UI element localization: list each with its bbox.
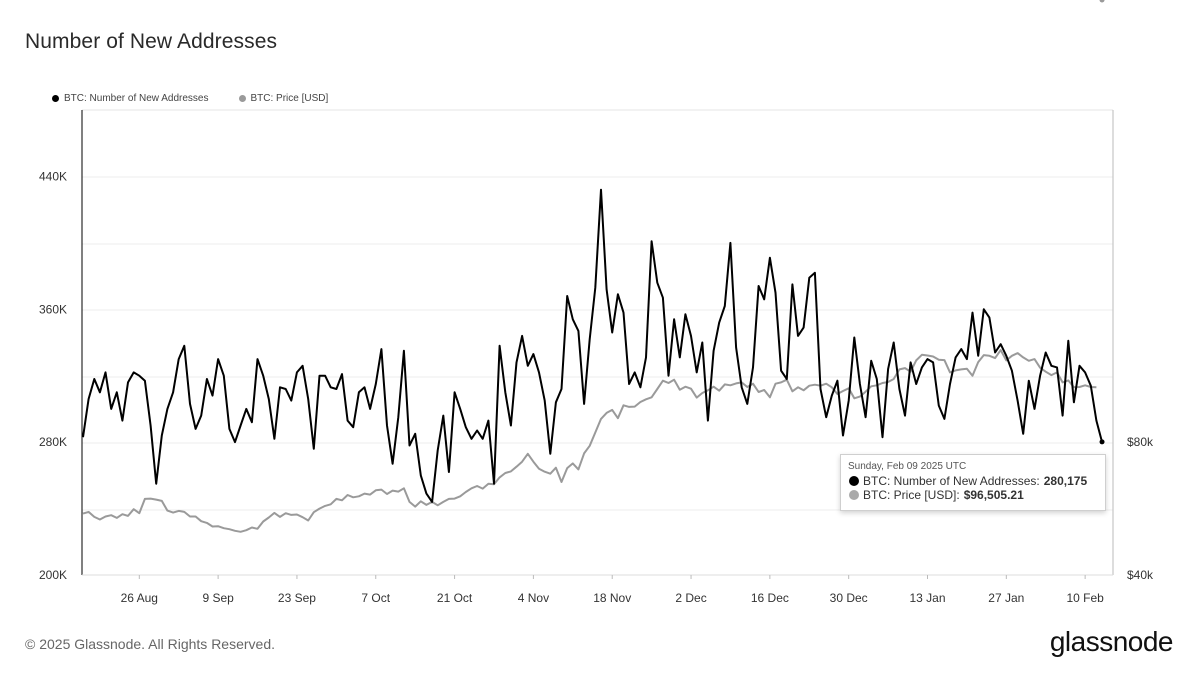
tooltip-row-addresses: BTC: Number of New Addresses: 280,175 <box>849 474 1087 488</box>
hover-marker <box>1099 0 1105 445</box>
brand-logo[interactable]: glassnode <box>1049 626 1174 657</box>
footer-copyright: © 2025 Glassnode. All Rights Reserved. <box>25 636 276 652</box>
y-left-tick-label: 200K <box>39 568 67 582</box>
x-tick-label: 26 Aug <box>121 591 158 605</box>
chart-legend: BTC: Number of New Addresses BTC: Price … <box>52 93 328 104</box>
x-tick-label: 30 Dec <box>830 591 868 605</box>
chart-axes <box>81 109 1114 576</box>
x-tick-label: 16 Dec <box>751 591 789 605</box>
x-tick-label: 4 Nov <box>518 591 549 605</box>
y-right-tick-label: $40k <box>1127 568 1154 582</box>
x-tick-label: 7 Oct <box>361 591 390 605</box>
price-series-line[interactable] <box>82 349 1097 533</box>
legend-item-price[interactable]: BTC: Price [USD] <box>238 93 329 104</box>
x-tick-label: 10 Feb <box>1066 591 1104 605</box>
chart-area[interactable]: 200K 280K 360K 440K $40k $80k 26 Aug 9 Sep 23 Se… <box>0 0 1199 620</box>
legend-dot-addresses-icon <box>52 95 59 102</box>
y-left-tick-label: 360K <box>39 302 67 316</box>
tooltip-date: Sunday, Feb 09 2025 UTC <box>848 461 967 472</box>
tooltip-label-price: BTC: Price [USD]: <box>863 488 960 502</box>
y-left-tick-label: 440K <box>39 169 67 183</box>
legend-item-addresses[interactable]: BTC: Number of New Addresses <box>52 93 209 104</box>
y-right-tick-label: $80k <box>1127 435 1154 449</box>
tooltip-dot-price-icon <box>849 490 859 500</box>
tooltip-dot-addresses-icon <box>849 476 859 486</box>
x-tick-label: 2 Dec <box>675 591 706 605</box>
page-title: Number of New Addresses <box>25 30 278 53</box>
y-left-tick-label: 280K <box>39 435 67 449</box>
legend-label-addresses: BTC: Number of New Addresses <box>64 93 209 104</box>
legend-label-price: BTC: Price [USD] <box>250 93 329 104</box>
addresses-series-line[interactable] <box>82 188 1103 503</box>
axis-ticks: 200K 280K 360K 440K $40k $80k 26 Aug 9 Sep 23 Se… <box>39 169 1154 605</box>
x-tick-label: 21 Oct <box>437 591 473 605</box>
hover-point-price <box>1099 0 1105 3</box>
tooltip-label-addresses: BTC: Number of New Addresses: <box>863 474 1040 488</box>
chart-tooltip: Sunday, Feb 09 2025 UTC BTC: Number of N… <box>840 454 1106 511</box>
hover-point-addresses <box>1099 439 1105 445</box>
tooltip-row-price: BTC: Price [USD]: $96,505.21 <box>849 488 1024 502</box>
x-tick-label: 18 Nov <box>593 591 631 605</box>
x-tick-label: 23 Sep <box>278 591 316 605</box>
legend-dot-price-icon <box>238 95 246 102</box>
tooltip-value-price: $96,505.21 <box>963 488 1024 502</box>
x-tick-label: 9 Sep <box>202 591 234 605</box>
x-tick-label: 13 Jan <box>909 591 945 605</box>
tooltip-value-addresses: 280,175 <box>1043 474 1088 488</box>
x-tick-label: 27 Jan <box>988 591 1024 605</box>
